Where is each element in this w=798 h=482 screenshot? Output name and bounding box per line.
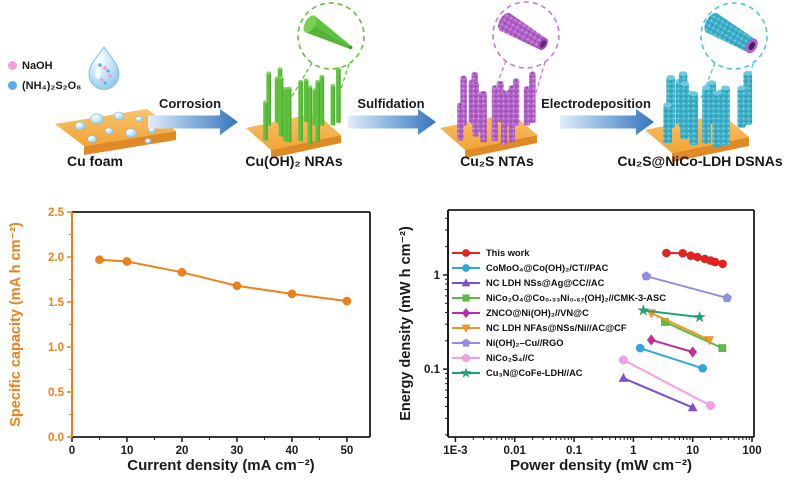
- droplet-icon: [88, 46, 120, 90]
- reagent-aps: (NH₄)₂S₂O₈: [8, 78, 81, 93]
- svg-text:0.1: 0.1: [566, 445, 583, 457]
- svg-text:10: 10: [686, 445, 699, 457]
- cu-foam-illustration: [55, 109, 176, 155]
- electrodeposition-arrow: [560, 109, 654, 135]
- svg-text:30: 30: [231, 445, 244, 457]
- stage-cu2s-label: Cu₂S NTAs: [460, 153, 534, 169]
- svg-text:Cu₃N@CoFe-LDH//AC: Cu₃N@CoFe-LDH//AC: [486, 368, 583, 378]
- svg-text:100: 100: [742, 445, 761, 457]
- svg-text:20: 20: [176, 445, 189, 457]
- charts-row: 0 10 20 30 40 50 0.0 0.5 1.0 1.5 2.0 2.5 Current den…: [0, 196, 798, 482]
- reagent-naoh: NaOH: [8, 58, 81, 73]
- zoom-inset-teal: [700, 2, 768, 103]
- svg-text:Current density (mA cm⁻²): Current density (mA cm⁻²): [127, 457, 314, 474]
- stage-dsna-label: Cu₂S@NiCo-LDH DSNAs: [617, 153, 783, 169]
- stage-cuoh2-label: Cu(OH)₂ NRAs: [245, 153, 343, 169]
- nanorod-array-teal: [645, 70, 753, 162]
- svg-text:Ni(OH)₂–Cu//RGO: Ni(OH)₂–Cu//RGO: [486, 338, 563, 348]
- svg-text:2.5: 2.5: [48, 207, 65, 219]
- stage-cu-foam-label: Cu foam: [67, 153, 123, 169]
- naoh-dot-icon: [8, 61, 17, 70]
- svg-text:0.0: 0.0: [48, 432, 64, 444]
- sulfidation-arrow: [348, 109, 436, 135]
- zoom-inset-purple: [491, 1, 560, 101]
- specific-capacity-chart: 0 10 20 30 40 50 0.0 0.5 1.0 1.5 2.0 2.5 Current den…: [8, 207, 371, 474]
- svg-text:NC LDH NFAs@NSs/Ni//AC@CF: NC LDH NFAs@NSs/Ni//AC@CF: [486, 323, 627, 333]
- svg-text:Power density (mW cm⁻²): Power density (mW cm⁻²): [510, 457, 692, 474]
- aps-dot-icon: [8, 81, 17, 90]
- reagent-aps-label: (NH₄)₂S₂O₈: [22, 79, 82, 92]
- svg-text:1: 1: [630, 445, 637, 457]
- step-sulfidation-label: Sulfidation: [357, 96, 425, 111]
- nanorod-array-green: [246, 67, 341, 158]
- synthesis-schematic: NaOH (NH₄)₂S₂O₈ Corrosion Sulfidation El…: [0, 0, 798, 196]
- svg-text:ZNCO@Ni(OH)₂//VN@C: ZNCO@Ni(OH)₂//VN@C: [486, 308, 589, 318]
- schematic-canvas: [55, 1, 768, 162]
- svg-text:40: 40: [286, 445, 299, 457]
- svg-text:CoMoO₄@Co(OH)₂/CT//PAC: CoMoO₄@Co(OH)₂/CT//PAC: [486, 263, 609, 273]
- step-corrosion-label: Corrosion: [158, 96, 222, 111]
- svg-text:0.5: 0.5: [48, 387, 65, 399]
- svg-text:NC LDH NSs@Ag@CC//AC: NC LDH NSs@Ag@CC//AC: [486, 278, 605, 288]
- ragone-plot: 1E-3 0.01 0.1 1 10 100 0.1 1 This work CoMoO₄@Co(…: [398, 209, 762, 474]
- svg-text:This work: This work: [486, 248, 530, 258]
- svg-text:2.0: 2.0: [48, 252, 64, 264]
- svg-text:1: 1: [434, 270, 441, 282]
- step-electrodeposition-label: Electrodeposition: [541, 96, 651, 111]
- svg-text:50: 50: [341, 445, 354, 457]
- svg-text:Energy density (mW h cm⁻²): Energy density (mW h cm⁻²): [398, 226, 414, 421]
- svg-text:10: 10: [121, 445, 134, 457]
- svg-text:1.5: 1.5: [48, 297, 65, 309]
- svg-text:0.01: 0.01: [504, 445, 527, 457]
- svg-text:0: 0: [69, 445, 75, 457]
- svg-text:1E-3: 1E-3: [443, 445, 467, 457]
- svg-text:1.0: 1.0: [48, 342, 64, 354]
- reagent-legend: NaOH (NH₄)₂S₂O₈: [8, 58, 81, 98]
- zoom-inset-green: [290, 2, 365, 102]
- svg-text:NiCo₂O₄@Co₀.₃₃Ni₀.₆₇(OH)₂//CMK: NiCo₂O₄@Co₀.₃₃Ni₀.₆₇(OH)₂//CMK-3-ASC: [486, 293, 666, 303]
- corrosion-arrow: [148, 109, 238, 135]
- reagent-naoh-label: NaOH: [22, 59, 53, 72]
- nanorod-array-purple: [440, 71, 537, 158]
- svg-text:0.1: 0.1: [424, 364, 441, 376]
- svg-text:Specific capacity (mA h cm⁻²): Specific capacity (mA h cm⁻²): [8, 222, 24, 427]
- svg-text:NiCo₂S₄//C: NiCo₂S₄//C: [486, 353, 535, 363]
